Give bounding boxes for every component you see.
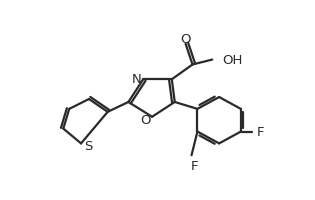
Text: O: O [180, 33, 191, 46]
Text: F: F [257, 125, 264, 138]
Text: O: O [140, 114, 151, 127]
Text: OH: OH [222, 54, 243, 67]
Text: N: N [131, 72, 141, 85]
Text: F: F [191, 159, 198, 172]
Text: S: S [84, 139, 92, 152]
